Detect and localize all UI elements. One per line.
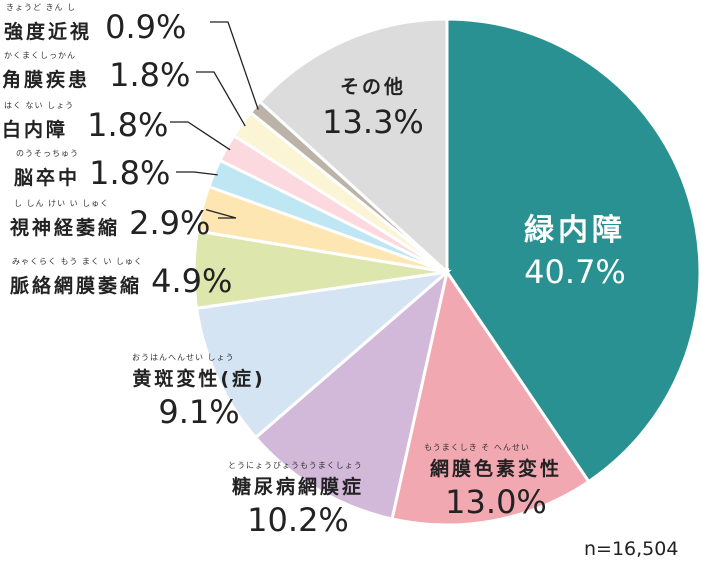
label-retinitis-name: 網膜色素変性 [429,458,562,480]
label-macular-name: 黄斑変性(症) [132,368,266,390]
label-cataract-name: 白内障 [2,119,69,141]
leader-line [210,21,259,110]
label-optic: 視神経萎縮 2.9% [10,204,210,242]
label-corneal-value: 1.8% [109,56,191,94]
label-myopia-name: 強度近視 [4,21,93,43]
label-diabetic-value: 10.2% [247,501,349,539]
leader-line [196,71,246,127]
label-optic-name: 視神経萎縮 [10,217,121,239]
pie-slice [445,17,702,484]
ruby-macular: おうはんへんせい しょう [132,353,235,362]
label-myopia-value: 0.9% [105,8,187,46]
label-glaucoma-value: 40.7% [524,253,626,291]
leader-line [170,121,231,151]
ruby-corneal: かくまくしっかん [4,51,76,60]
label-chorioretinal: 脈絡網膜萎縮 4.9% [10,262,232,300]
ruby-chorioretinal: みゃくらく もう まく い しゅく [12,257,143,266]
ruby-diabetic: とうにょうびょうもうまくしょう [228,461,363,470]
label-retinitis: 網膜色素変性 13.0% [416,454,576,521]
label-diabetic: 糖尿病網膜症 10.2% [218,472,378,539]
label-retinitis-value: 13.0% [445,483,547,521]
label-optic-value: 2.9% [129,204,211,242]
label-stroke-name: 脳卒中 [14,167,81,189]
label-other-name: その他 [339,76,406,98]
label-glaucoma: 緑内障 40.7% [510,205,640,291]
label-cataract: 白内障 1.8% [2,106,168,144]
label-diabetic-name: 糖尿病網膜症 [231,476,364,498]
label-glaucoma-name: 緑内障 [524,213,626,248]
label-other: その他 13.3% [318,72,428,141]
pie-slice [253,267,450,521]
label-stroke-value: 1.8% [89,154,171,192]
label-chorioretinal-name: 脈絡網膜萎縮 [10,275,143,297]
ruby-cataract: はく ない しょう [4,101,75,110]
label-other-value: 13.3% [322,103,424,141]
label-cataract-value: 1.8% [87,106,169,144]
pie-slice [390,268,591,527]
label-chorioretinal-value: 4.9% [151,262,233,300]
ruby-retinitis: もうまくしき そ へんせい [424,443,530,452]
sample-size-note: n=16,504 [584,538,679,560]
ruby-stroke: のうそっちゅう [16,149,79,158]
label-stroke: 脳卒中 1.8% [14,154,170,192]
label-myopia: 強度近視 0.9% [4,8,186,46]
label-corneal: 角膜疾患 1.8% [2,56,190,94]
leader-line [205,208,237,219]
label-macular: 黄斑変性(症) 9.1% [124,364,274,431]
pie-slice [194,269,452,440]
label-macular-value: 9.1% [158,393,240,431]
label-corneal-name: 角膜疾患 [2,69,91,91]
leader-line [176,171,218,176]
pie-slice [257,17,449,276]
ruby-myopia: きょうど きん し [6,3,77,12]
ruby-optic: し しん けい い しゅく [14,199,110,208]
